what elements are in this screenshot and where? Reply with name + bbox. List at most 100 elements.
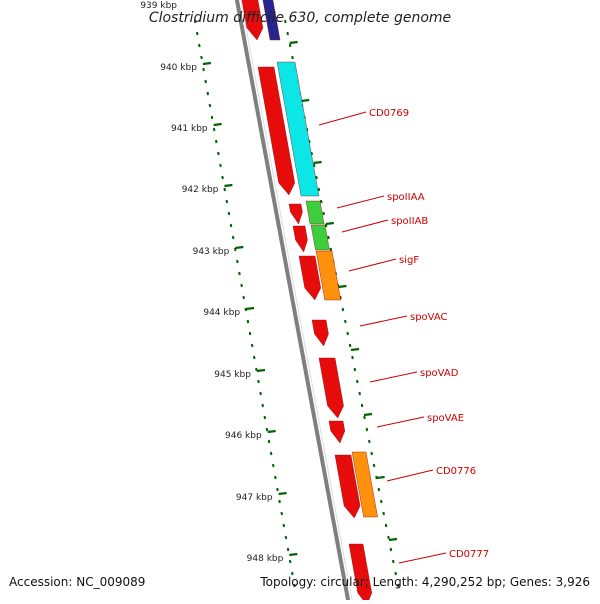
tick-minor-left xyxy=(246,319,250,324)
tick-minor-left xyxy=(257,379,260,384)
tick-major-right xyxy=(313,160,322,165)
tick-minor-right xyxy=(392,559,395,564)
feature-arrow-green-1 xyxy=(305,200,325,225)
tick-minor-right xyxy=(387,535,390,540)
backbone-line xyxy=(234,0,351,604)
page-title: Clostridium difficile 630, complete geno… xyxy=(148,10,452,26)
tick-minor-right xyxy=(351,355,354,360)
tick-minor-left xyxy=(229,223,233,228)
tick-minor-left xyxy=(198,43,201,48)
feature-arrow-spoIIAB xyxy=(292,225,308,253)
tick-minor-right xyxy=(329,247,333,252)
feature-arrow-orange-1 xyxy=(315,250,342,301)
tick-minor-left xyxy=(284,535,288,540)
feature-arrow-CD0776 xyxy=(334,454,361,519)
tick-minor-left xyxy=(206,91,210,96)
gene-leader-line xyxy=(386,469,434,482)
tick-minor-left xyxy=(274,475,277,480)
kbp-labels: 940 kbp 941 kbp 942 kbp 943 kbp 944 kbp 945 k… xyxy=(140,1,283,564)
gene-features xyxy=(241,0,378,604)
tick-major-left xyxy=(245,306,255,311)
gene-label-CD0769: CD0769 xyxy=(369,108,409,119)
tick-minor-left xyxy=(208,103,212,108)
gene-leader-line xyxy=(376,416,425,428)
gene-label-spoVAE: spoVAE xyxy=(427,413,464,424)
tick-minor-left xyxy=(193,19,197,24)
tick-minor-left xyxy=(231,235,235,240)
tick-major-left xyxy=(224,183,233,188)
tick-minor-left xyxy=(242,295,245,300)
genome-summary-text: Topology: circular; Length: 4,290,252 bp… xyxy=(260,575,590,589)
tick-minor-left xyxy=(248,331,252,336)
gene-label-CD0776: CD0776 xyxy=(436,466,476,477)
tick-minor-left xyxy=(219,163,222,168)
tick-minor-left xyxy=(286,547,290,552)
tick-minor-left xyxy=(288,559,292,564)
tick-minor-left xyxy=(271,463,275,468)
tick-minor-left xyxy=(227,211,231,216)
tick-major-right xyxy=(338,284,347,289)
gene-label-CD0777: CD0777 xyxy=(449,549,489,560)
gene-label-spoVAD: spoVAD xyxy=(420,368,459,379)
tick-major-left xyxy=(235,245,244,250)
tick-minor-right xyxy=(291,55,294,60)
tick-minor-left xyxy=(278,499,281,504)
kbp-label: 940 kbp xyxy=(160,63,197,73)
tick-minor-left xyxy=(293,583,296,588)
feature-arrow-spoVAD xyxy=(318,357,344,419)
tick-minor-right xyxy=(286,31,289,36)
feature-arrow-CD0777 xyxy=(348,543,372,604)
gene-leader-line xyxy=(359,315,408,327)
tick-minor-right xyxy=(320,199,323,204)
kbp-label: 943 kbp xyxy=(193,247,230,257)
tick-major-left xyxy=(256,368,266,373)
tick-major-left xyxy=(278,491,287,496)
tick-minor-left xyxy=(236,259,239,264)
kbp-label-partial: 939 kbp xyxy=(140,1,177,11)
feature-arrow-green-2 xyxy=(310,224,330,251)
gene-leader-line xyxy=(341,219,389,233)
tick-minor-left xyxy=(261,403,264,408)
gene-leader-line xyxy=(318,111,367,126)
tick-minor-right xyxy=(382,511,385,516)
tick-minor-left xyxy=(221,175,224,180)
tick-major-left xyxy=(213,122,222,127)
tick-minor-left xyxy=(280,511,284,516)
feature-arrow-top xyxy=(241,0,264,41)
kbp-label: 947 kbp xyxy=(236,493,273,503)
tick-major-left xyxy=(267,429,276,434)
tick-minor-left xyxy=(214,139,218,144)
tick-minor-left xyxy=(269,451,273,456)
tick-major-right xyxy=(289,40,298,45)
gene-label-spoIIAA: spoIIAA xyxy=(387,192,425,203)
tick-minor-right xyxy=(370,451,373,456)
tick-minor-left xyxy=(210,115,214,120)
tick-minor-right xyxy=(363,415,366,420)
tick-minor-right xyxy=(341,307,345,312)
tick-minor-left xyxy=(265,427,269,432)
tick-minor-left xyxy=(195,31,199,36)
tick-minor-left xyxy=(282,523,286,528)
genome-backbone xyxy=(234,0,354,604)
tick-minor-left xyxy=(255,367,258,372)
tick-minor-left xyxy=(212,127,216,132)
tick-minor-right xyxy=(356,379,359,384)
kbp-label: 945 kbp xyxy=(214,370,251,380)
kbp-label: 942 kbp xyxy=(182,185,219,195)
gene-leader-line xyxy=(348,258,397,272)
kbp-label: 946 kbp xyxy=(225,431,262,441)
tick-minor-left xyxy=(217,151,220,156)
feature-arrow-spoVAE xyxy=(328,420,345,444)
kbp-label: 941 kbp xyxy=(171,124,208,134)
tick-minor-right xyxy=(346,331,349,336)
tick-major-left xyxy=(202,61,212,66)
tick-minor-right xyxy=(358,391,361,396)
tick-minor-right xyxy=(372,463,376,468)
kbp-label: 948 kbp xyxy=(247,554,284,564)
gene-label-leaders xyxy=(318,111,447,564)
feature-arrow-top-navy xyxy=(262,0,281,41)
gene-label-spoVAC: spoVAC xyxy=(410,312,448,323)
tick-minor-left xyxy=(259,391,262,396)
gene-leader-line xyxy=(336,195,385,209)
